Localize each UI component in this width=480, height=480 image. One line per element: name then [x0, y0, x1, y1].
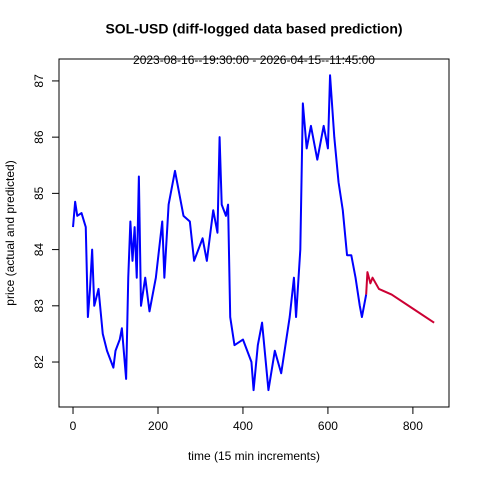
y-tick-label: 84 [32, 243, 46, 257]
x-axis-label: time (15 min increments) [188, 449, 320, 463]
x-tick-label: 400 [233, 419, 253, 433]
y-tick-label: 85 [32, 186, 46, 200]
chart-subtitle: 2023-08-16--19:30:00 - 2026-04-15--11:45… [133, 53, 375, 67]
series-line [72, 74, 368, 392]
y-tick-label: 87 [32, 74, 46, 88]
series-line [365, 271, 435, 324]
x-tick-label: 200 [148, 419, 168, 433]
chart-title: SOL-USD (diff-logged data based predicti… [105, 21, 402, 37]
y-axis-label: price (actual and predicted) [3, 160, 17, 305]
x-tick-label: 600 [318, 419, 338, 433]
y-tick-label: 82 [32, 355, 46, 369]
x-tick-label: 0 [70, 419, 77, 433]
y-tick-label: 83 [32, 299, 46, 313]
y-tick-label: 86 [32, 130, 46, 144]
plot-box [58, 58, 450, 408]
x-tick-label: 800 [403, 419, 423, 433]
